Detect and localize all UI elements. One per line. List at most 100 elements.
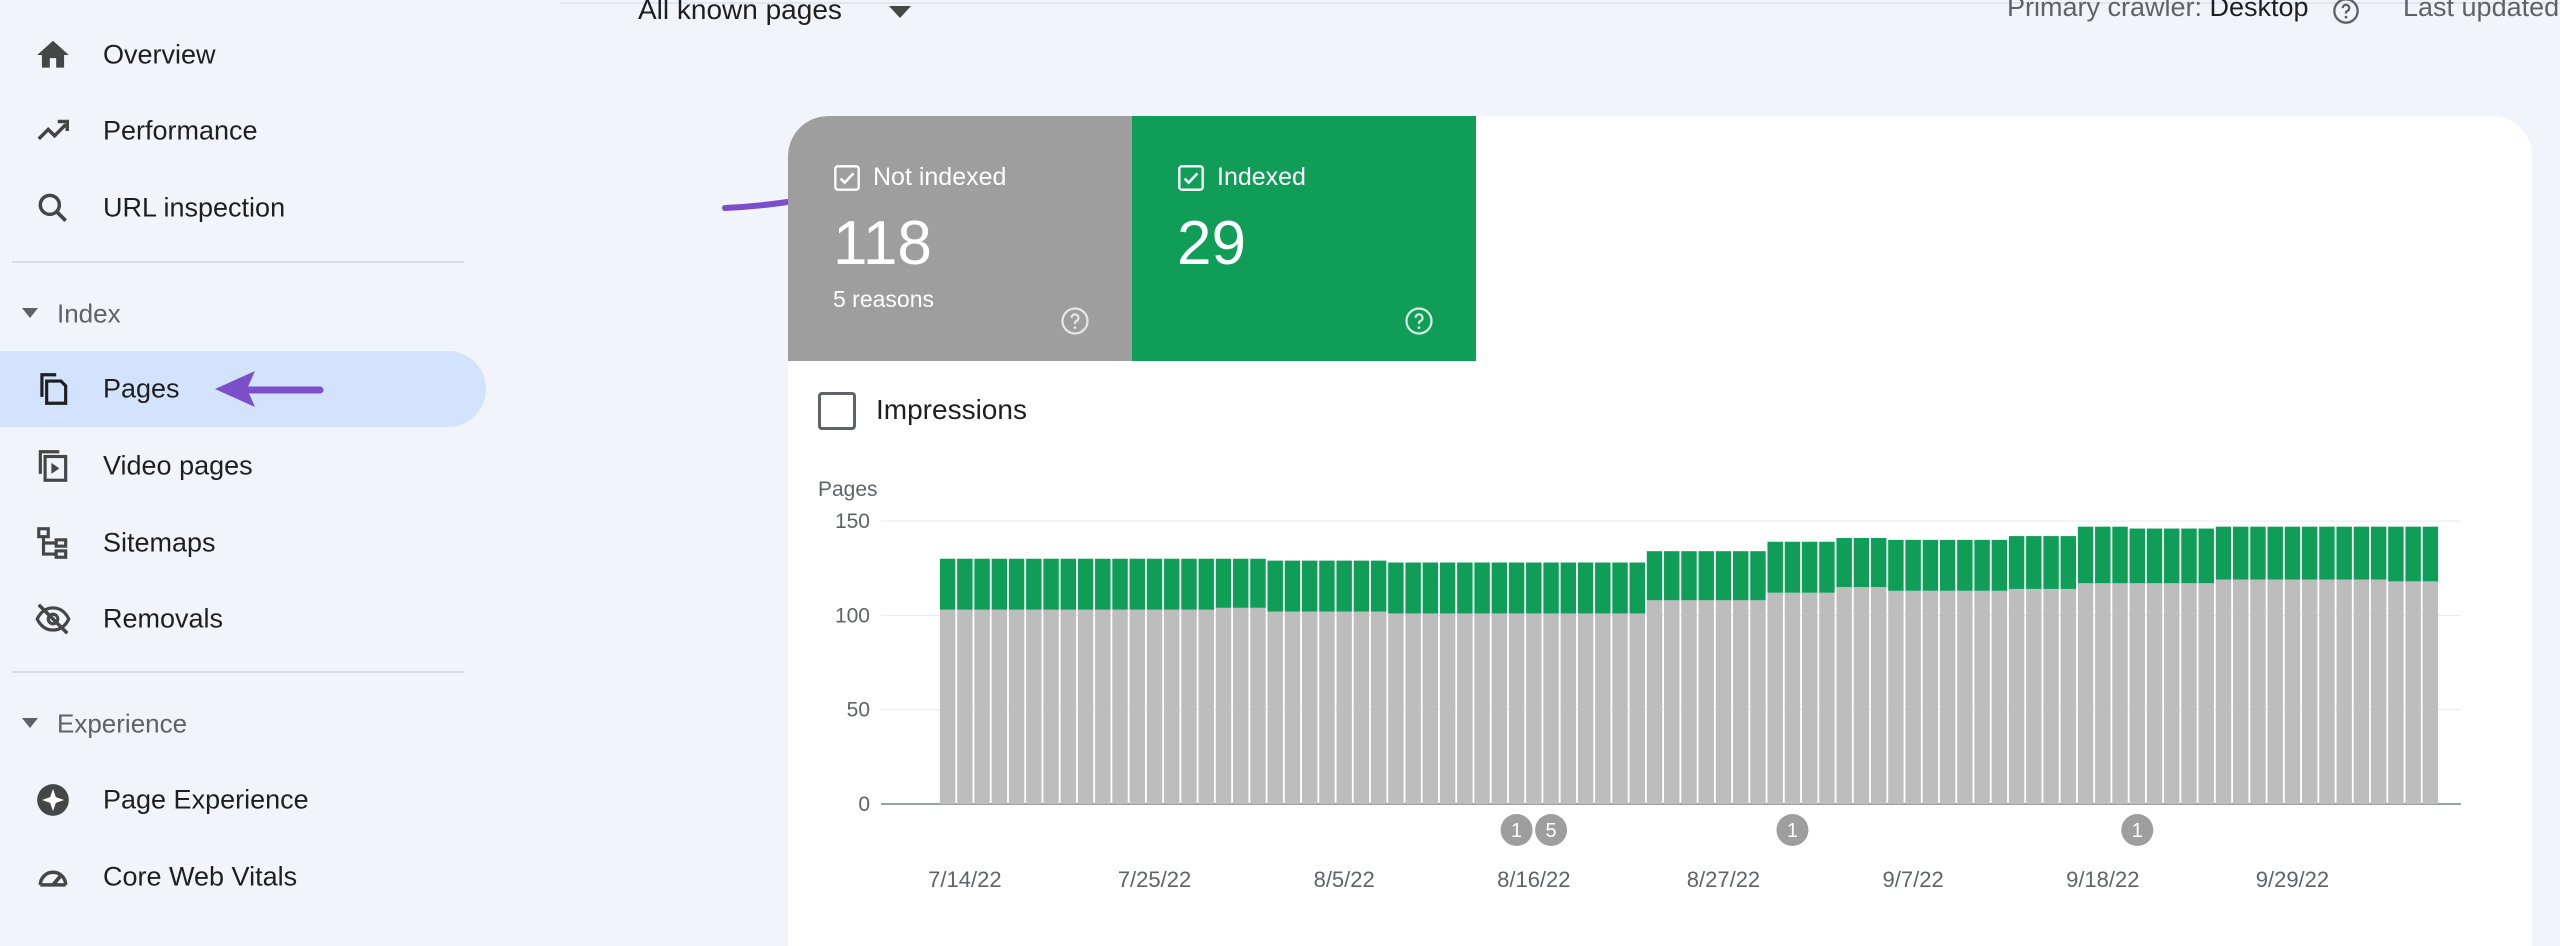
- bar-indexed: [2370, 526, 2387, 580]
- bar-not-indexed: [2112, 583, 2128, 804]
- bar-not-indexed: [1974, 590, 1990, 804]
- tile-not-indexed[interactable]: Not indexed 118 5 reasons: [788, 116, 1132, 361]
- bar-not-indexed: [2405, 581, 2421, 804]
- bar-indexed: [1905, 539, 1921, 591]
- bar-not-indexed: [2146, 583, 2163, 804]
- sidebar-item-label: Page Experience: [103, 784, 309, 815]
- bar-indexed: [1870, 537, 1887, 588]
- sidebar-item-page-experience[interactable]: Page Experience: [0, 762, 486, 838]
- x-tick-label: 7/25/22: [1118, 867, 1191, 892]
- bar-not-indexed: [991, 609, 1008, 804]
- bar-indexed: [1215, 558, 1232, 608]
- last-updated: Last updated: [2403, 0, 2560, 22]
- bar-indexed: [1181, 558, 1197, 610]
- sidebar-item-label: Pages: [103, 373, 180, 404]
- bar-not-indexed: [2319, 579, 2335, 804]
- sidebar-item-label: Performance: [103, 115, 258, 146]
- filter-dropdown[interactable]: All known pages: [638, 0, 842, 25]
- primary-crawler: Primary crawler: Desktop: [2007, 0, 2309, 23]
- sidebar-divider: [12, 671, 464, 673]
- bar-not-indexed: [2181, 583, 2197, 804]
- bar-not-indexed: [1491, 613, 1508, 804]
- sidebar-item-url-inspection[interactable]: URL inspection: [0, 170, 486, 246]
- bar-indexed: [2388, 526, 2404, 582]
- bar-not-indexed: [1301, 611, 1318, 804]
- bar-not-indexed: [2043, 588, 2059, 804]
- bar-not-indexed: [1750, 600, 1766, 804]
- help-icon[interactable]: [2332, 0, 2360, 25]
- bar-indexed: [2250, 526, 2266, 580]
- bar-not-indexed: [1388, 613, 1404, 804]
- bar-not-indexed: [1474, 613, 1490, 804]
- eye-off-icon: [35, 603, 71, 635]
- bar-not-indexed: [1008, 609, 1025, 804]
- bar-not-indexed: [2060, 588, 2077, 804]
- bar-not-indexed: [1508, 613, 1525, 804]
- bar-not-indexed: [1543, 613, 1559, 804]
- bar-not-indexed: [2095, 583, 2111, 804]
- bar-indexed: [1991, 539, 2008, 591]
- bar-indexed: [1801, 541, 1818, 593]
- y-tick-label: 100: [835, 604, 870, 627]
- bar-not-indexed: [2215, 579, 2232, 804]
- bar-indexed: [2026, 536, 2042, 589]
- x-tick-label: 7/14/22: [928, 867, 1001, 892]
- bar-not-indexed: [2353, 579, 2370, 804]
- page-experience-icon: [37, 784, 69, 816]
- bar-not-indexed: [1991, 590, 2008, 804]
- checkbox-checked-icon[interactable]: [1177, 164, 1205, 192]
- section-label: Index: [57, 298, 121, 329]
- dropdown-arrow-icon[interactable]: [889, 6, 911, 18]
- bar-not-indexed: [1733, 600, 1749, 804]
- tile-indexed[interactable]: Indexed 29: [1132, 116, 1476, 361]
- bar-not-indexed: [1129, 609, 1145, 804]
- impressions-checkbox[interactable]: [818, 392, 856, 430]
- bar-not-indexed: [2026, 588, 2042, 804]
- bar-not-indexed: [1801, 592, 1818, 804]
- bar-indexed: [1836, 537, 1852, 588]
- bar-not-indexed: [974, 609, 990, 804]
- sidebar-item-label: Removals: [103, 603, 224, 634]
- bar-indexed: [1853, 537, 1870, 588]
- bar-indexed: [1681, 551, 1697, 601]
- bar-indexed: [1439, 562, 1456, 614]
- bar-indexed: [1457, 562, 1473, 614]
- sidebar-item-overview[interactable]: Overview: [0, 17, 486, 93]
- search-icon: [38, 193, 68, 223]
- checkbox-checked-icon[interactable]: [833, 164, 861, 192]
- bar-indexed: [1405, 562, 1421, 614]
- bar-indexed: [2405, 526, 2421, 582]
- bar-indexed: [1164, 558, 1180, 610]
- bar-indexed: [2129, 528, 2145, 584]
- bar-not-indexed: [1457, 613, 1473, 804]
- x-tick-label: 8/16/22: [1497, 867, 1570, 892]
- bar-not-indexed: [2164, 583, 2180, 804]
- sidebar-item-core-web-vitals[interactable]: Core Web Vitals: [0, 839, 486, 915]
- pages-report-card: Not indexed 118 5 reasons Indexed 29 Imp…: [788, 116, 2532, 946]
- sidebar-item-label: URL inspection: [103, 192, 286, 223]
- help-icon[interactable]: [1060, 306, 1090, 336]
- home-icon: [37, 40, 69, 68]
- help-icon[interactable]: [1404, 306, 1434, 336]
- sidebar-item-removals[interactable]: Removals: [0, 581, 486, 657]
- bar-indexed: [1612, 562, 1628, 614]
- sidebar-item-sitemaps[interactable]: Sitemaps: [0, 505, 486, 581]
- bar-not-indexed: [1784, 592, 1801, 804]
- tile-label: Indexed: [1217, 163, 1306, 191]
- bar-indexed: [2284, 526, 2301, 580]
- bar-indexed: [1129, 558, 1145, 610]
- bar-indexed: [1957, 539, 1973, 591]
- bar-indexed: [1267, 560, 1283, 612]
- bar-indexed: [1026, 558, 1042, 610]
- annotation-marker: [1776, 814, 1809, 846]
- bar-not-indexed: [1250, 607, 1266, 804]
- tile-subtitle: 5 reasons: [833, 286, 935, 312]
- bar-not-indexed: [1267, 611, 1283, 804]
- sidebar-item-pages[interactable]: Pages: [0, 351, 486, 427]
- sidebar-item-performance[interactable]: Performance: [0, 93, 486, 169]
- bar-indexed: [1336, 560, 1352, 612]
- bar-indexed: [1922, 539, 1939, 591]
- sidebar-item-video-pages[interactable]: Video pages: [0, 428, 486, 504]
- bar-not-indexed: [1112, 609, 1128, 804]
- bar-indexed: [1095, 558, 1111, 610]
